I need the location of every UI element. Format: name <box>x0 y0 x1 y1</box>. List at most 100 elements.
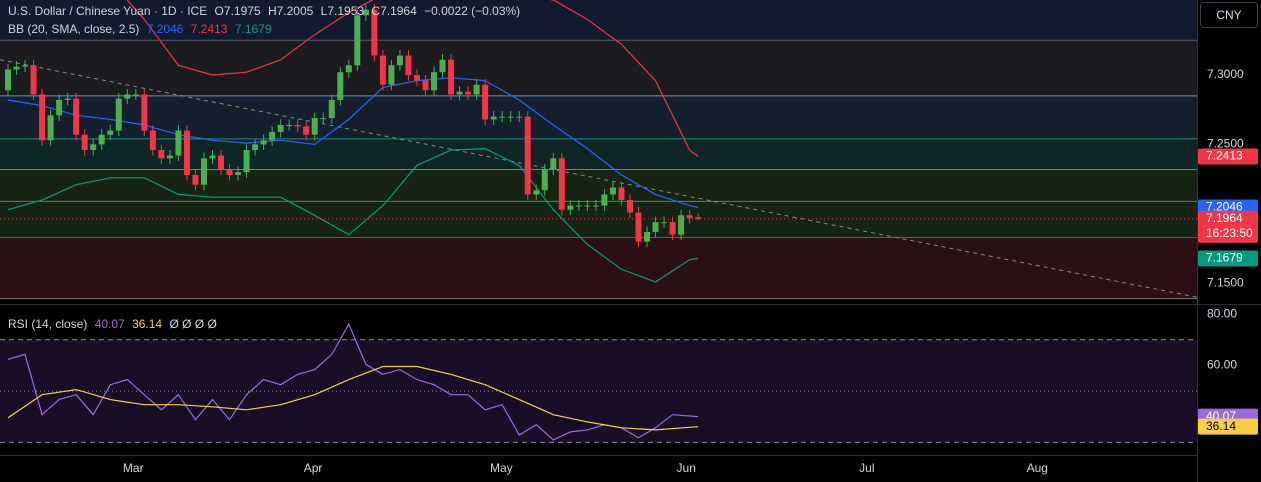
x-tick-label: Apr <box>304 461 323 475</box>
candle-body <box>499 116 506 118</box>
rsi-badge: 36.14 <box>1206 419 1236 433</box>
candle-body <box>601 194 608 206</box>
value: 7.2005 <box>276 4 314 18</box>
candle-body <box>98 134 105 145</box>
price-pane <box>0 0 1197 300</box>
candle-body <box>226 169 233 175</box>
candle-body <box>405 55 412 75</box>
candle-body <box>678 215 685 235</box>
candle-body <box>277 125 284 132</box>
x-tick-label: May <box>490 461 513 475</box>
candle-body <box>39 94 46 141</box>
rsi-value: 40.07 <box>94 317 125 331</box>
candle-body <box>132 94 139 96</box>
candle-body <box>626 200 633 213</box>
price-badge-bg <box>1198 210 1258 243</box>
candle-body <box>592 205 599 207</box>
trendline <box>0 59 1197 298</box>
bb-upper-value: 7.2413 <box>190 22 228 36</box>
bb-line <box>7 147 699 283</box>
candle-body <box>541 169 548 191</box>
candle-body <box>362 9 369 16</box>
candle-body <box>175 130 182 156</box>
candle-body <box>396 55 403 66</box>
candle-body <box>303 126 310 135</box>
candle-body <box>209 155 216 159</box>
y-tick-label: 7.3000 <box>1207 67 1244 81</box>
candle-body <box>107 130 114 135</box>
candle-body <box>47 115 54 141</box>
candle-body <box>490 116 497 120</box>
label: H <box>267 4 277 18</box>
candle-body <box>379 55 386 85</box>
y-tick-label: 80.00 <box>1207 306 1237 320</box>
ohlc-h: H7.2005 <box>268 4 313 18</box>
label: O <box>214 4 224 18</box>
candle-body <box>243 150 250 173</box>
rsi-legend: RSI (14, close) 40.07 36.14 Ø Ø Ø Ø <box>8 317 221 331</box>
candle-body <box>124 94 131 99</box>
candle-body <box>183 130 190 175</box>
candle-body <box>13 66 20 70</box>
price-badge-sub: 16:23:50 <box>1206 226 1253 240</box>
candle-body <box>558 158 565 210</box>
y-tick-label: 60.00 <box>1207 358 1237 372</box>
candle-body <box>695 217 702 219</box>
rsi-pane <box>0 322 1197 443</box>
candle-body <box>439 59 446 73</box>
value: 7.1975 <box>223 4 261 18</box>
candle-body <box>22 65 29 67</box>
candle-body <box>575 205 582 207</box>
candle-body <box>81 134 88 150</box>
candle-body <box>388 65 395 85</box>
label: C <box>371 4 381 18</box>
candle-body <box>465 91 472 95</box>
rsi-extra: Ø Ø Ø Ø <box>169 317 217 331</box>
ohlc-l: L7.1953 <box>321 4 364 18</box>
candle-body <box>371 9 378 56</box>
rsi-line <box>7 322 699 441</box>
candle-body <box>235 172 242 175</box>
value: 7.1953 <box>327 4 365 18</box>
header: U.S. Dollar / Chinese Yuan · 1D · ICE O7… <box>8 4 524 18</box>
change: −0.0022 (−0.03%) <box>424 4 521 18</box>
candle-body <box>337 72 344 100</box>
candle-body <box>644 231 651 242</box>
candle-body <box>345 65 352 73</box>
candle-body <box>584 205 591 207</box>
zone <box>0 95 1197 139</box>
candle-body <box>524 116 531 195</box>
candle-body <box>413 75 420 81</box>
x-tick-label: Jun <box>677 461 696 475</box>
y-tick-label: 7.2500 <box>1207 137 1244 151</box>
candle-body <box>311 118 318 135</box>
candle-body <box>635 212 642 242</box>
bb-badge: 7.2046 <box>1206 200 1243 214</box>
candle-body <box>115 98 122 131</box>
symbol-title: U.S. Dollar / Chinese Yuan · 1D · ICE <box>8 4 208 18</box>
value: 7.1964 <box>380 4 417 18</box>
candle-body <box>141 94 148 131</box>
candle-body <box>90 144 97 150</box>
candle-body <box>507 116 514 118</box>
candle-body <box>149 130 156 150</box>
x-tick-label: Jul <box>859 461 874 475</box>
x-tick-label: Aug <box>1027 461 1048 475</box>
bb-lower-value: 7.1679 <box>234 22 272 36</box>
candle-body <box>286 125 293 126</box>
candle-body <box>294 125 301 127</box>
candle-body <box>448 59 455 95</box>
candle-body <box>30 65 37 95</box>
candle-body <box>328 100 335 119</box>
candle-body <box>166 155 173 159</box>
zone <box>0 40 1197 96</box>
candle-body <box>533 190 540 195</box>
candle-body <box>609 187 616 195</box>
price-badge: 7.1964 <box>1206 211 1243 225</box>
candle-body <box>354 15 361 66</box>
candle-body <box>192 175 199 185</box>
ohlc-c: C7.1964 <box>371 4 416 18</box>
currency-button[interactable]: CNY <box>1200 2 1258 28</box>
